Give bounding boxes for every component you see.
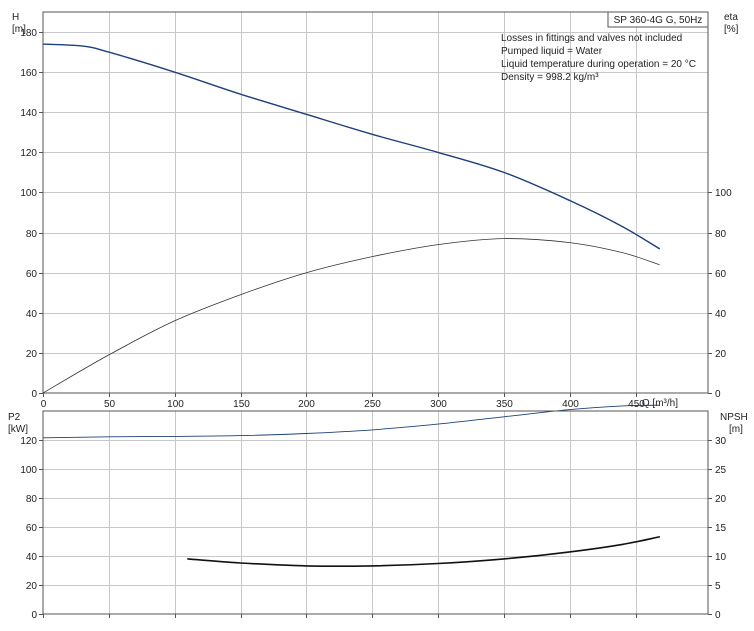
power-npsh-panel: 0 20 40 60 80 100 120 0 5 10 15 20 25 30 P2 [kW] NPSH… [8, 404, 748, 621]
y-left-unit-top: [m] [12, 24, 26, 35]
y-right-tick-label-bottom: 0 [715, 610, 721, 621]
y-right-tick-label-top: 100 [715, 188, 732, 199]
y-right-tick-label-bottom: 5 [715, 581, 721, 592]
y-left-unit-bottom: [kW] [8, 424, 28, 435]
y-right-unit-bottom: [m] [729, 424, 743, 435]
x-tick-label: 150 [233, 399, 250, 410]
y-left-tick-label-top: 180 [20, 28, 37, 39]
y-right-tick-label-top: 80 [715, 229, 727, 240]
note-line-4: Density = 998.2 kg/m³ [501, 72, 599, 83]
x-tick-label: 0 [41, 399, 47, 410]
y-right-tick-label-bottom: 15 [715, 523, 727, 534]
power-npsh-plot-frame [42, 410, 709, 615]
note-line-1: Losses in fittings and valves not includ… [501, 33, 682, 44]
x-axis-label: Q [m³/h] [642, 398, 678, 409]
x-tick-label: 250 [364, 399, 381, 410]
y-right-unit-top: [%] [724, 24, 739, 35]
y-left-label-bottom: P2 [8, 412, 21, 423]
series-curve-top-1 [42, 238, 660, 394]
y-right-tick-label-bottom: 25 [715, 465, 727, 476]
y-left-tick-label-top: 100 [20, 188, 37, 199]
y-right-tick-label-bottom: 10 [715, 552, 727, 563]
y-right-tick-label-bottom: 30 [715, 436, 727, 447]
series-curve-bottom-0 [42, 404, 660, 439]
series-curve-top-0 [42, 43, 660, 250]
y-left-tick-label-top: 80 [26, 229, 38, 240]
chart-title: SP 360-4G G, 50Hz [614, 15, 703, 26]
y-left-tick-label-top: 40 [26, 309, 38, 320]
series-curve-bottom-1 [187, 536, 661, 567]
power-npsh-curves [42, 404, 661, 567]
x-tick-label: 450 [628, 399, 645, 410]
head-efficiency-ticks: 0 50 100 150 200 250 300 350 400 4500204060801001… [20, 28, 732, 410]
y-right-tick-label-top: 20 [715, 349, 727, 360]
y-left-tick-label-top: 0 [31, 389, 37, 400]
x-tick-label: 50 [104, 399, 116, 410]
y-left-tick-label-bottom: 0 [31, 610, 37, 621]
y-left-tick-label-bottom: 20 [26, 581, 38, 592]
y-left-tick-label-top: 60 [26, 269, 38, 280]
y-left-tick-label-bottom: 100 [20, 465, 37, 476]
head-efficiency-plot-frame [42, 11, 709, 394]
y-left-tick-label-bottom: 80 [26, 494, 38, 505]
x-tick-label: 350 [496, 399, 513, 410]
chart-title-box [607, 11, 709, 28]
y-right-tick-label-top: 0 [715, 389, 721, 400]
y-left-tick-label-top: 140 [20, 108, 37, 119]
y-left-tick-label-top: 120 [20, 148, 37, 159]
note-line-2: Pumped liquid = Water [501, 46, 603, 57]
head-efficiency-curves [42, 43, 660, 394]
y-right-label-top: eta [724, 12, 738, 23]
y-right-tick-label-top: 40 [715, 309, 727, 320]
y-left-tick-label-bottom: 60 [26, 523, 38, 534]
y-right-tick-label-top: 60 [715, 269, 727, 280]
y-left-tick-label-top: 160 [20, 68, 37, 79]
power-npsh-grid [43, 411, 708, 614]
y-left-tick-label-bottom: 120 [20, 436, 37, 447]
y-left-label-top: H [12, 12, 19, 23]
x-tick-label: 100 [167, 399, 184, 410]
y-right-tick-label-bottom: 20 [715, 494, 727, 505]
x-tick-label: 300 [430, 399, 447, 410]
head-efficiency-grid [43, 12, 708, 393]
power-npsh-ticks: 0 20 40 60 80 100 120 0 5 10 15 20 25 30 [20, 436, 726, 621]
x-tick-label: 400 [562, 399, 579, 410]
y-left-tick-label-bottom: 40 [26, 552, 38, 563]
y-right-label-bottom: NPSH [720, 412, 748, 423]
y-left-tick-label-top: 20 [26, 349, 38, 360]
x-tick-label: 200 [298, 399, 315, 410]
head-efficiency-panel: 0 50 100 150 200 250 300 350 400 4500204060801001… [12, 11, 739, 410]
note-line-3: Liquid temperature during operation = 20… [501, 59, 696, 70]
